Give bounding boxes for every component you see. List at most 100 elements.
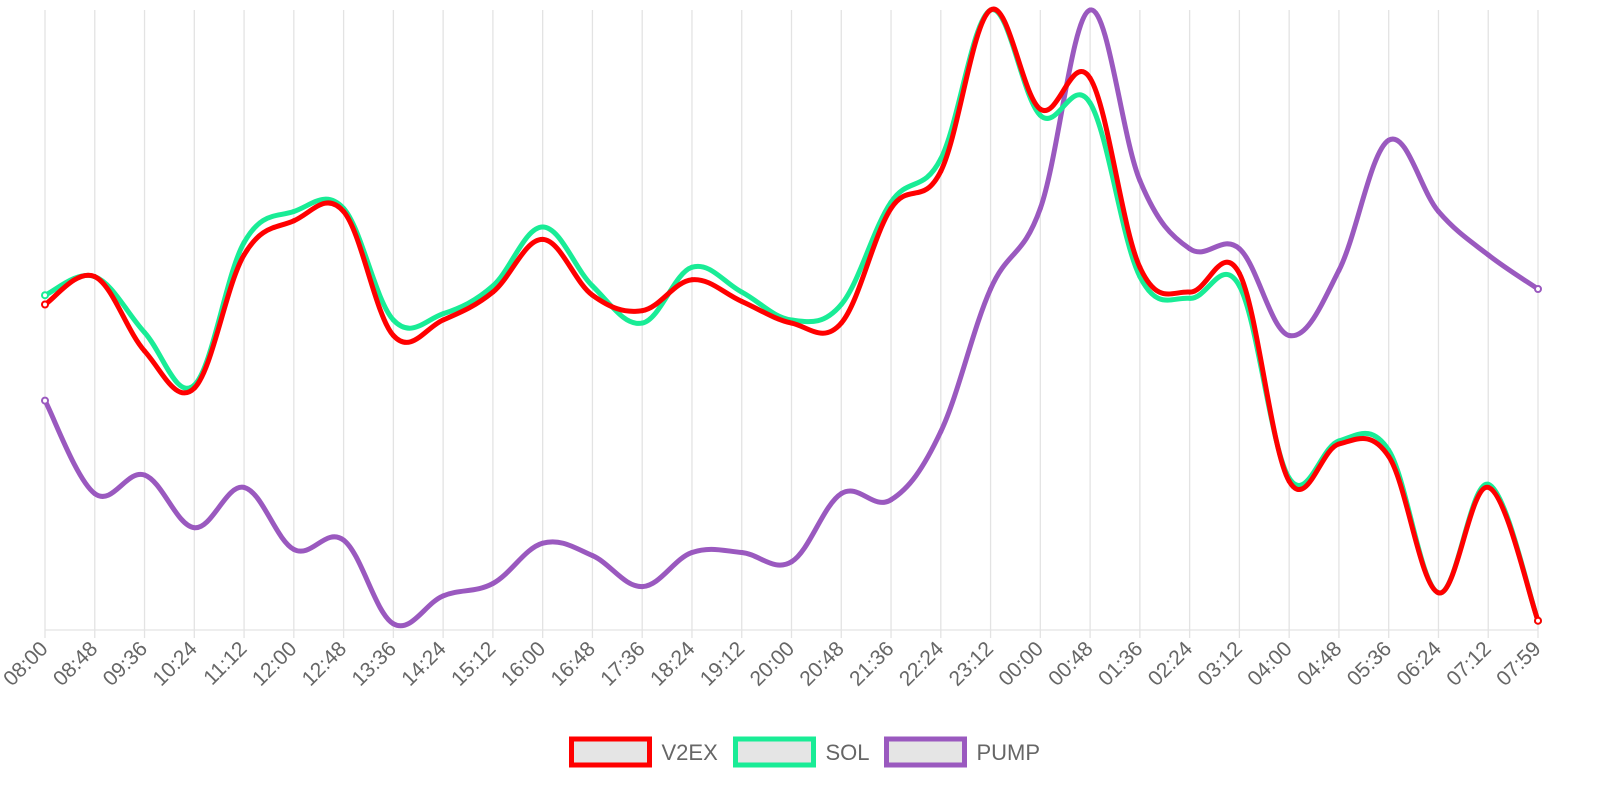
point-pump-6[interactable] xyxy=(341,537,347,543)
x-tick-label: 08:00 xyxy=(0,637,53,690)
x-tick-label: 22:24 xyxy=(895,637,949,691)
point-v2ex-3[interactable] xyxy=(191,385,197,391)
x-tick-label: 02:24 xyxy=(1144,637,1198,691)
x-tick-label: 05:36 xyxy=(1343,637,1396,690)
point-v2ex-12[interactable] xyxy=(639,308,645,314)
point-v2ex-28[interactable] xyxy=(1435,590,1441,596)
x-tick-label: 11:12 xyxy=(199,637,251,689)
point-v2ex-9[interactable] xyxy=(490,289,496,295)
point-v2ex-29[interactable] xyxy=(1485,484,1491,490)
point-sol-20[interactable] xyxy=(1037,112,1043,118)
point-sol-24[interactable] xyxy=(1236,283,1242,289)
point-v2ex-10[interactable] xyxy=(540,236,546,242)
point-pump-16[interactable] xyxy=(838,491,844,497)
point-pump-12[interactable] xyxy=(639,584,645,590)
point-sol-21[interactable] xyxy=(1087,100,1093,106)
legend-label-sol: SOL xyxy=(826,740,870,765)
point-v2ex-15[interactable] xyxy=(789,320,794,326)
point-v2ex-26[interactable] xyxy=(1336,441,1342,447)
point-sol-13[interactable] xyxy=(689,264,695,270)
point-v2ex-11[interactable] xyxy=(589,292,595,298)
point-pump-0[interactable] xyxy=(41,396,49,405)
point-sol-16[interactable] xyxy=(838,302,844,307)
point-pump-2[interactable] xyxy=(142,472,148,478)
point-v2ex-2[interactable] xyxy=(142,348,148,354)
point-v2ex-18[interactable] xyxy=(938,168,944,174)
point-v2ex-21[interactable] xyxy=(1087,75,1093,81)
point-v2ex-27[interactable] xyxy=(1386,453,1392,459)
point-pump-11[interactable] xyxy=(589,553,595,559)
point-pump-29[interactable] xyxy=(1485,252,1491,258)
point-sol-11[interactable] xyxy=(589,283,595,289)
legend-item-pump[interactable]: PUMP xyxy=(884,736,1041,768)
point-sol-0[interactable] xyxy=(41,291,49,300)
point-v2ex-23[interactable] xyxy=(1187,289,1193,295)
point-pump-15[interactable] xyxy=(789,559,794,565)
point-v2ex-30[interactable] xyxy=(1534,616,1542,625)
point-sol-12[interactable] xyxy=(639,320,645,326)
point-pump-10[interactable] xyxy=(540,540,546,546)
point-pump-1[interactable] xyxy=(92,491,98,497)
point-v2ex-24[interactable] xyxy=(1236,271,1242,276)
point-v2ex-0[interactable] xyxy=(41,300,49,309)
legend-label-v2ex: V2EX xyxy=(662,740,719,765)
point-pump-9[interactable] xyxy=(490,581,496,586)
point-v2ex-16[interactable] xyxy=(838,320,844,326)
point-v2ex-17[interactable] xyxy=(888,205,894,211)
point-pump-24[interactable] xyxy=(1236,246,1242,252)
point-pump-28[interactable] xyxy=(1435,209,1441,214)
point-pump-25[interactable] xyxy=(1286,333,1292,338)
x-tick-label: 06:24 xyxy=(1393,637,1447,691)
point-sol-8[interactable] xyxy=(440,311,446,317)
point-sol-7[interactable] xyxy=(390,317,396,323)
x-tick-label: 00:48 xyxy=(1044,637,1097,690)
x-tick-label: 09:36 xyxy=(99,637,152,690)
point-v2ex-13[interactable] xyxy=(689,277,695,283)
point-v2ex-14[interactable] xyxy=(739,298,745,304)
point-pump-4[interactable] xyxy=(241,484,247,490)
point-v2ex-7[interactable] xyxy=(390,333,396,338)
point-pump-21[interactable] xyxy=(1087,7,1093,13)
point-sol-2[interactable] xyxy=(142,329,148,335)
point-pump-23[interactable] xyxy=(1187,246,1193,252)
point-pump-19[interactable] xyxy=(988,286,994,292)
point-pump-8[interactable] xyxy=(440,593,446,599)
legend-item-v2ex[interactable]: V2EX xyxy=(569,736,719,768)
x-tick-label: 20:48 xyxy=(795,637,848,690)
point-pump-26[interactable] xyxy=(1336,267,1342,273)
point-pump-17[interactable] xyxy=(888,497,894,503)
point-pump-18[interactable] xyxy=(938,429,944,435)
point-pump-13[interactable] xyxy=(689,550,695,555)
legend[interactable]: V2EX SOL PUMP xyxy=(569,736,1041,768)
point-pump-27[interactable] xyxy=(1386,137,1392,143)
legend-item-sol[interactable]: SOL xyxy=(733,736,870,768)
point-v2ex-4[interactable] xyxy=(241,252,247,258)
x-tick-label: 12:00 xyxy=(248,637,301,690)
point-pump-30[interactable] xyxy=(1534,285,1542,293)
point-v2ex-25[interactable] xyxy=(1286,478,1292,484)
point-pump-14[interactable] xyxy=(739,550,745,555)
point-v2ex-19[interactable] xyxy=(988,7,994,13)
point-sol-10[interactable] xyxy=(540,224,546,230)
point-v2ex-8[interactable] xyxy=(440,317,446,323)
point-sol-5[interactable] xyxy=(291,209,297,214)
point-pump-5[interactable] xyxy=(291,546,297,552)
point-pump-22[interactable] xyxy=(1137,178,1143,183)
point-sol-9[interactable] xyxy=(490,283,496,289)
point-sol-4[interactable] xyxy=(241,240,247,245)
point-sol-18[interactable] xyxy=(938,156,944,162)
x-tick-label: 19:12 xyxy=(696,637,749,690)
point-v2ex-20[interactable] xyxy=(1037,106,1043,112)
point-v2ex-5[interactable] xyxy=(291,218,297,224)
point-v2ex-22[interactable] xyxy=(1137,264,1143,270)
legend-label-pump: PUMP xyxy=(977,740,1041,765)
x-tick-label: 00:00 xyxy=(994,637,1047,690)
point-v2ex-6[interactable] xyxy=(341,209,347,214)
point-v2ex-1[interactable] xyxy=(92,274,98,280)
point-pump-20[interactable] xyxy=(1037,205,1043,211)
point-sol-23[interactable] xyxy=(1187,295,1193,301)
point-pump-3[interactable] xyxy=(191,525,197,531)
point-sol-14[interactable] xyxy=(739,289,745,295)
point-pump-7[interactable] xyxy=(390,621,396,627)
